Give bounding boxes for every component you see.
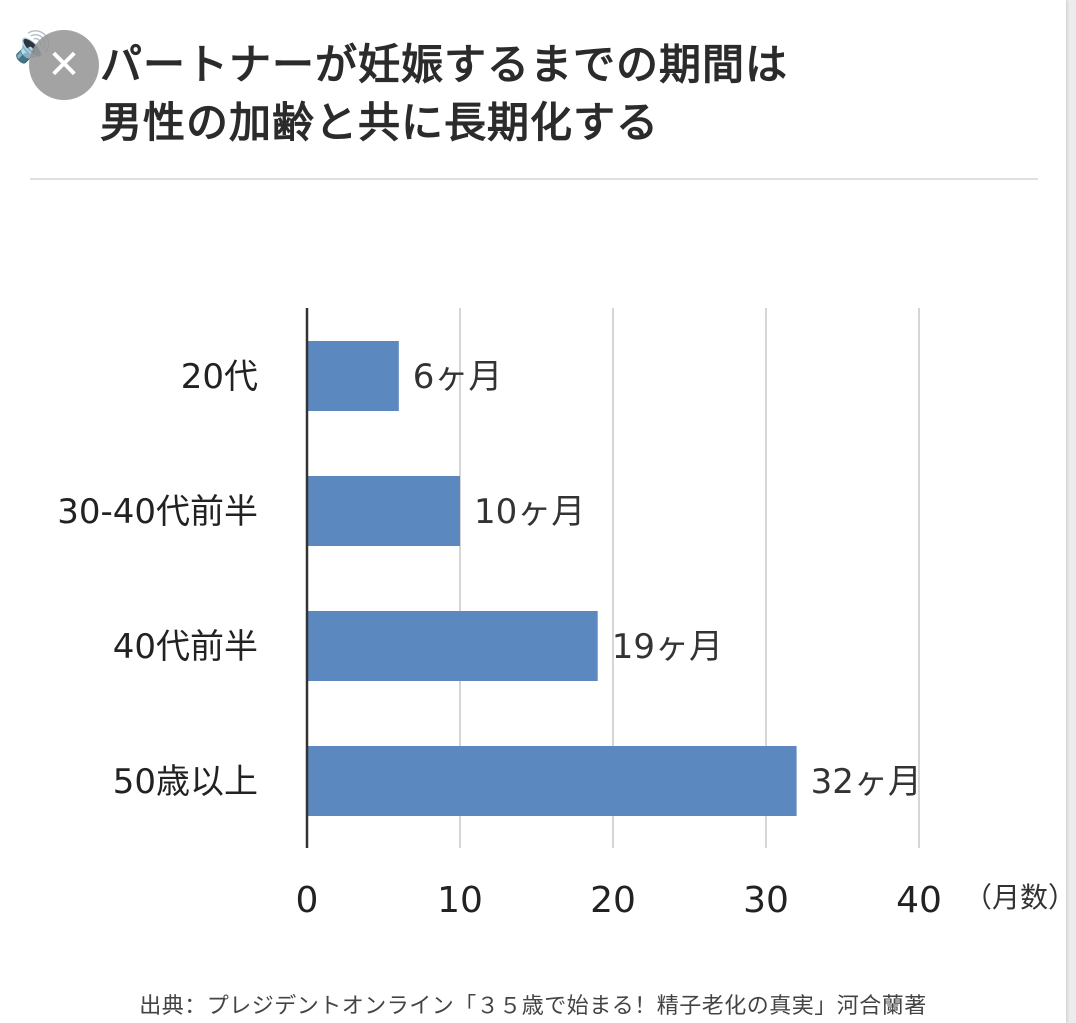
data-label-3: 32ヶ月 [811, 762, 922, 802]
x-axis-unit-label: （月数） [964, 881, 1066, 914]
x-tick-label-20: 20 [590, 880, 636, 921]
category-label-0: 20代 [181, 357, 258, 397]
x-tick-label-0: 0 [296, 880, 319, 921]
category-label-2: 40代前半 [113, 627, 258, 667]
bar-0 [307, 341, 399, 411]
title-line-1: パートナーが妊娠するまでの期間は [100, 40, 789, 89]
source-note: 出典：プレジデントオンライン「３５歳で始まる！精子老化の真実」河合蘭著 [139, 994, 927, 1019]
category-label-1: 30-40代前半 [57, 492, 258, 532]
bar-1 [307, 476, 460, 546]
x-tick-label-30: 30 [743, 880, 789, 921]
bar-2 [307, 611, 598, 681]
bar-3 [307, 746, 797, 816]
x-tick-label-40: 40 [896, 880, 942, 921]
data-label-2: 19ヶ月 [612, 627, 723, 667]
close-button[interactable]: ✕ [29, 30, 99, 100]
bar-chart: 20代 6ヶ月 30-40代前半 10ヶ月 40代前半 19ヶ月 50歳以上 32ヶ月 0 10 2… [57, 308, 1066, 921]
category-label-3: 50歳以上 [113, 762, 258, 802]
data-label-0: 6ヶ月 [413, 357, 503, 397]
data-label-1: 10ヶ月 [474, 492, 585, 532]
title-divider [30, 178, 1038, 180]
chart-title: パートナーが妊娠するまでの期間は 男性の加齢と共に長期化する [100, 36, 1040, 152]
close-icon: ✕ [47, 42, 81, 88]
title-line-2: 男性の加齢と共に長期化する [100, 98, 660, 147]
x-tick-label-10: 10 [437, 880, 483, 921]
